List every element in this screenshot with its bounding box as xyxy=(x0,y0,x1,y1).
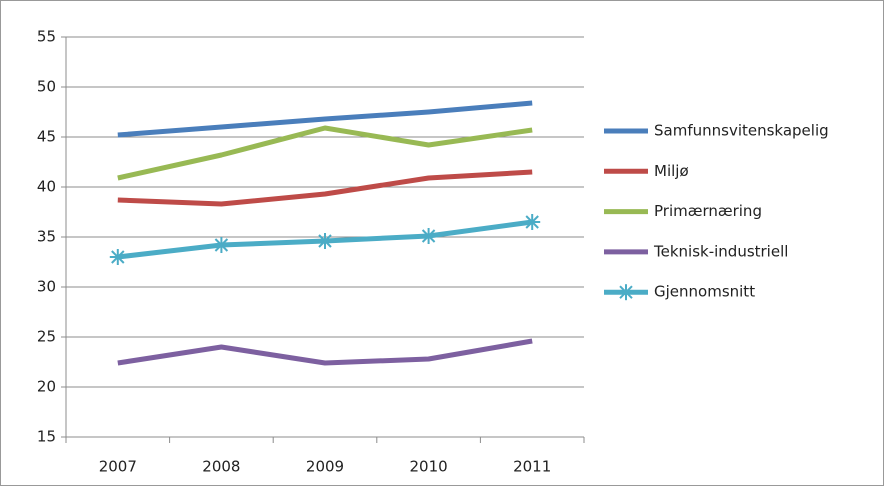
y-tick-label: 50 xyxy=(37,78,56,96)
y-tick-label: 55 xyxy=(37,28,56,46)
marker xyxy=(317,233,333,249)
y-tick-label: 30 xyxy=(37,278,56,296)
x-tick-label: 2007 xyxy=(99,458,137,476)
marker-stroke xyxy=(421,229,436,243)
marker-stroke xyxy=(525,215,539,229)
y-tick-label: 25 xyxy=(37,328,56,346)
marker-stroke xyxy=(214,238,229,252)
series-line xyxy=(117,125,533,181)
marker xyxy=(420,228,437,244)
x-tick-label: 2011 xyxy=(513,458,551,476)
marker xyxy=(213,237,230,253)
legend-label: Primærnæring xyxy=(654,202,762,220)
x-tick-label: 2008 xyxy=(202,458,240,476)
y-tick-label: 40 xyxy=(37,178,56,196)
marker-stroke xyxy=(318,234,332,248)
marker-stroke xyxy=(111,250,125,264)
series-line xyxy=(117,100,533,138)
x-tick-label: 2010 xyxy=(410,458,448,476)
y-tick-label: 35 xyxy=(37,228,56,246)
x-tick-label: 2009 xyxy=(306,458,344,476)
series-line xyxy=(117,338,533,366)
legend-label: Gjennomsnitt xyxy=(654,283,755,301)
y-tick-label: 20 xyxy=(37,378,56,396)
y-tick-label: 15 xyxy=(37,428,56,446)
marker xyxy=(618,284,634,301)
marker xyxy=(524,214,541,230)
legend-label: Miljø xyxy=(654,162,689,180)
legend-label: Teknisk-industriell xyxy=(653,242,788,260)
y-tick-label: 45 xyxy=(37,128,56,146)
marker-stroke xyxy=(619,285,633,299)
legend-label: Samfunnsvitenskapelig xyxy=(654,122,829,140)
series-line xyxy=(117,169,533,207)
marker xyxy=(109,249,126,265)
